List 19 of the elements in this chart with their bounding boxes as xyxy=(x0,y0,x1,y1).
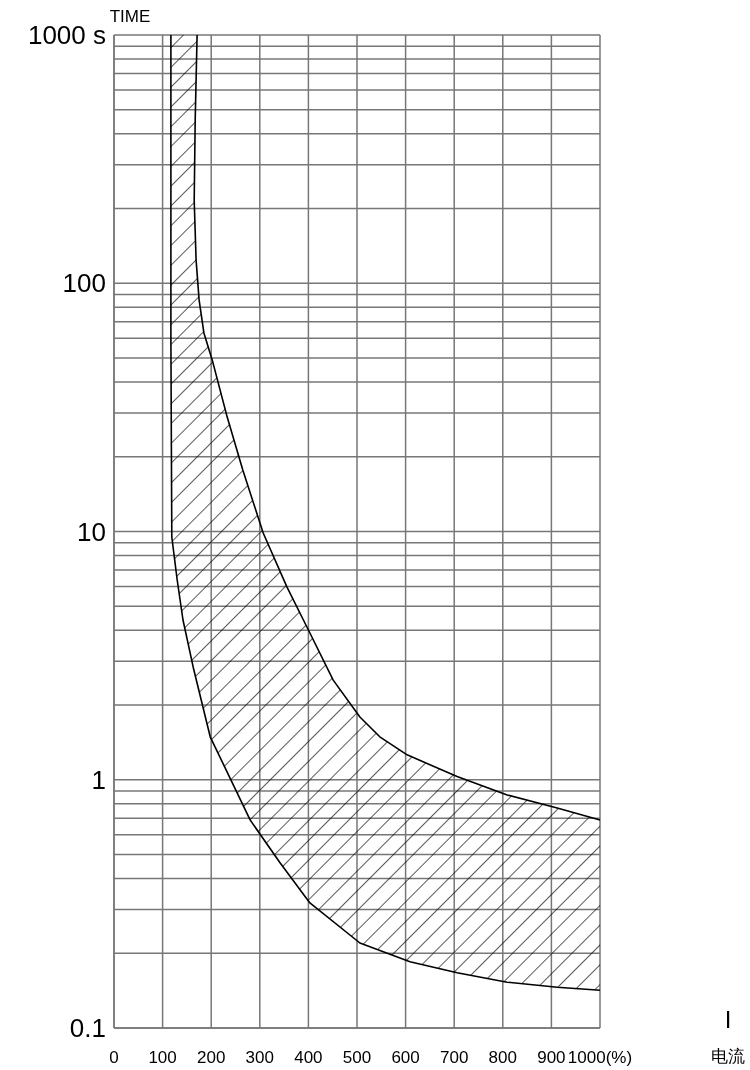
ytick: 1000 s xyxy=(27,20,106,50)
xtick: 0 xyxy=(109,1048,119,1067)
xtick: 200 xyxy=(197,1048,226,1067)
ylabel: TIME xyxy=(109,7,151,26)
xtick: 800 xyxy=(488,1048,517,1067)
ytick: 0.1 xyxy=(69,1013,106,1043)
xtick: 300 xyxy=(245,1048,274,1067)
xtick: 600 xyxy=(391,1048,420,1067)
ytick: 100 xyxy=(62,268,106,299)
xtick: 500 xyxy=(342,1048,372,1067)
xtick: 900 xyxy=(537,1048,566,1067)
xtick: 1000(%) xyxy=(567,1048,633,1067)
xlabel: I xyxy=(724,1006,732,1033)
ytick: 1 xyxy=(91,764,106,795)
xtick: 700 xyxy=(440,1048,469,1067)
xtick: 100 xyxy=(148,1048,177,1067)
xtick: 400 xyxy=(294,1048,323,1067)
annotation: 电流 xyxy=(711,1047,745,1066)
ytick: 10 xyxy=(77,516,106,547)
